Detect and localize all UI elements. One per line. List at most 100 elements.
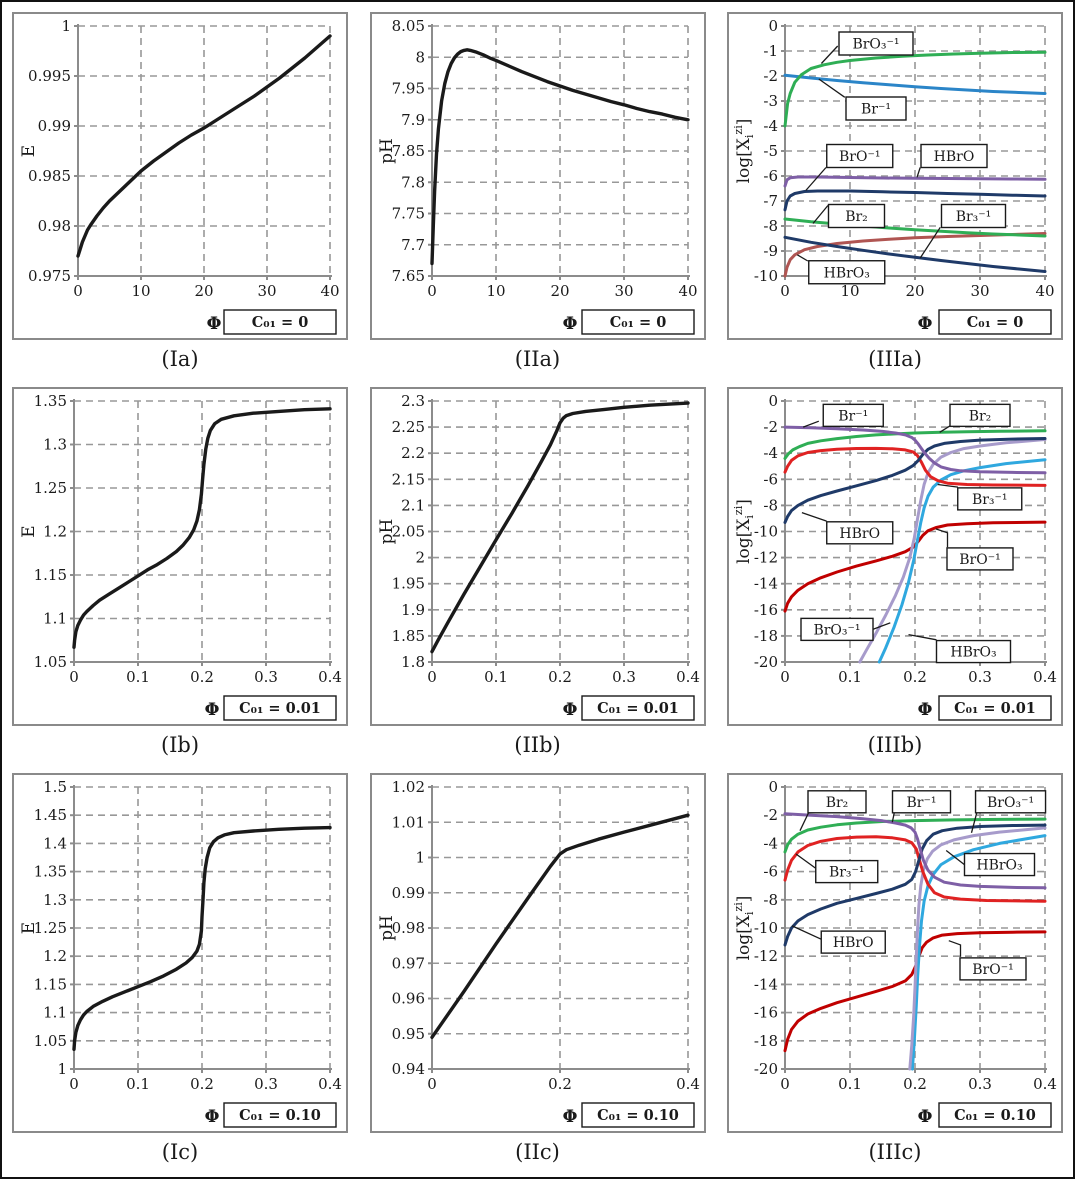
svg-text:E: E xyxy=(19,922,39,934)
panel-IIa: 7.65 7.7 7.75 7.8 7.85 7.9 7.95 8 8.05 0 10 20 30 40 p… xyxy=(369,12,706,373)
plot-svg-IIIc: 0-2-4-6-8-10-12-14-16-18-200 0.1 0.2 0.3 0.4… xyxy=(732,778,1057,1128)
series-hbro xyxy=(783,437,1047,524)
y-tick-label: 1.3 xyxy=(43,891,67,909)
y-tick-label: -20 xyxy=(754,653,778,671)
svg-text:log[Xizi]: log[Xizi] xyxy=(732,119,756,184)
label-box xyxy=(838,31,914,56)
label-bro: BrO₃⁻¹ xyxy=(970,790,1047,833)
label-box xyxy=(826,143,894,169)
y-tick-label: -2 xyxy=(763,418,778,436)
legend-text: C₀₁ = 0 xyxy=(252,314,309,331)
y-tick-label: 2.25 xyxy=(391,418,424,436)
y-tick-label: 0.97 xyxy=(391,954,424,972)
y-tick-label: -3 xyxy=(763,92,778,110)
plot-svg-Ib: 1.05 1.1 1.15 1.2 1.25 1.3 1.35 0 0.1 0.2 0.3 0.4 E Φ… xyxy=(19,392,342,721)
caption-IIb: (IIb) xyxy=(514,733,561,757)
y-tick-label: 2.2 xyxy=(401,444,425,462)
label-br: Br₃⁻¹ xyxy=(937,483,1023,511)
tick-labels: 7.65 7.7 7.75 7.8 7.85 7.9 7.95 8 8.05 0 10 20 30 40 xyxy=(391,17,697,300)
y-tick-label: -2 xyxy=(763,806,778,824)
y-tick-label: 1.85 xyxy=(391,627,424,645)
y-tick-label: -6 xyxy=(763,167,778,185)
y-axis-label: pH xyxy=(377,138,397,164)
legend-box: C₀₁ = 0.10 xyxy=(580,1102,695,1128)
series-hbro xyxy=(910,834,1047,1071)
series-br xyxy=(783,835,1047,903)
legend-box: C₀₁ = 0.01 xyxy=(223,695,337,721)
label-pointer xyxy=(919,226,941,259)
y-tick-label: 8 xyxy=(415,48,425,66)
y-tick-label: 0.94 xyxy=(391,1060,424,1078)
legend-text: C₀₁ = 0.10 xyxy=(954,1107,1036,1124)
label-text: HBrO₃ xyxy=(976,858,1022,874)
label-bro: BrO⁻¹ xyxy=(935,528,1014,571)
caption-IIc: (IIc) xyxy=(515,1140,560,1164)
x-tick-label: 0.1 xyxy=(838,668,862,686)
label-box xyxy=(959,957,1027,981)
label-bro: BrO₃⁻¹ xyxy=(820,31,914,64)
gridlines xyxy=(74,786,331,1069)
label-br: Br₃⁻¹ xyxy=(919,203,1007,259)
label-hbro: HBrO₃ xyxy=(945,849,1036,877)
label-bro: BrO⁻¹ xyxy=(805,143,894,191)
y-axis-label: E xyxy=(19,922,39,934)
series-e xyxy=(76,34,332,258)
x-axis-label: Φ xyxy=(207,314,222,334)
svg-text:log[Xizi]: log[Xizi] xyxy=(732,499,756,564)
y-tick-label: 1.15 xyxy=(34,975,67,993)
series-hbro xyxy=(783,232,1047,278)
x-axis-label: Φ xyxy=(205,1107,220,1127)
label-box xyxy=(935,639,1012,664)
y-tick-label: 1 xyxy=(415,849,425,867)
legend-text: C₀₁ = 0.01 xyxy=(597,700,679,717)
svg-text:pH: pH xyxy=(377,138,397,164)
x-tick-label: 0.2 xyxy=(548,668,572,686)
plot-svg-IIc: 0.94 0.95 0.96 0.97 0.98 0.99 1 1.01 1.02 0 0.2 0.4… xyxy=(377,778,699,1128)
y-axis-label: log[Xizi] xyxy=(732,896,756,961)
x-tick-label: 0.4 xyxy=(676,668,700,686)
y-tick-label: 1.9 xyxy=(401,601,425,619)
panel-IIIa: 0 -1 -2 -3 -4 -5 -6 -7 -8 -9 -10 0 10 20 30 40 log[Xizi]… xyxy=(727,12,1063,373)
y-tick-label: 0.975 xyxy=(28,267,71,285)
y-tick-label: -18 xyxy=(754,627,778,645)
y-tick-label: 0.99 xyxy=(38,117,71,135)
x-tick-label: 0.4 xyxy=(1033,668,1057,686)
y-tick-label: 1.1 xyxy=(43,1004,67,1022)
series-br xyxy=(783,235,1047,273)
gridlines xyxy=(431,786,689,1069)
gridlines xyxy=(431,400,689,662)
label-box xyxy=(974,790,1047,814)
y-axis-label: E xyxy=(19,525,39,537)
y-tick-label: 1.01 xyxy=(391,813,424,831)
chart-IIIb: 0 -2 -4 -6 -8 -10 -12 -14 -16 -18 -20 0 0.1 0.2 0.3 0.4… xyxy=(727,387,1063,726)
axes xyxy=(70,399,332,666)
x-axis-label: Φ xyxy=(205,700,220,720)
y-tick-label: 2 xyxy=(415,549,425,567)
legend-box: C₀₁ = 0.10 xyxy=(223,1102,337,1128)
y-tick-label: -10 xyxy=(754,919,778,937)
label-text: BrO₃⁻¹ xyxy=(813,622,860,638)
y-tick-label: 0 xyxy=(768,17,778,35)
label-box xyxy=(808,260,886,285)
plot-svg-Ic: 1 1.05 1.1 1.15 1.2 1.25 1.3 1.35 1.4 1.45 1.5 0 0.1… xyxy=(19,778,342,1128)
y-tick-label: 0.985 xyxy=(28,167,71,185)
label-br: Br⁻¹ xyxy=(818,78,907,121)
y-tick-label: 7.85 xyxy=(391,142,424,160)
y-tick-label: 1.05 xyxy=(34,653,67,671)
y-tick-label: 2.05 xyxy=(391,523,424,541)
series-bro xyxy=(858,438,1047,664)
tick-labels: 1 1.05 1.1 1.15 1.2 1.25 1.3 1.35 1.4 1.45 1.5 0 0.1… xyxy=(34,778,342,1093)
svg-text:log[Xizi]: log[Xizi] xyxy=(732,896,756,961)
label-br: Br⁻¹ xyxy=(802,403,884,428)
chart-Ia: 0.975 0.98 0.985 0.99 0.995 1 0 10 20 30 40 E Φ C₀₁ =… xyxy=(12,12,348,340)
svg-text:pH: pH xyxy=(377,915,397,941)
y-tick-label: -12 xyxy=(754,947,778,965)
label-box xyxy=(826,521,894,545)
x-tick-label: 0.3 xyxy=(968,668,992,686)
legend-text: C₀₁ = 0.10 xyxy=(597,1107,679,1124)
label-text: Br₂ xyxy=(826,795,849,811)
label-pointer xyxy=(805,167,827,191)
series-hbro xyxy=(783,175,1047,188)
x-tick-label: 0.2 xyxy=(190,668,214,686)
chart-IIc: 0.94 0.95 0.96 0.97 0.98 0.99 1 1.01 1.02 0 0.2 0.4… xyxy=(369,773,706,1133)
